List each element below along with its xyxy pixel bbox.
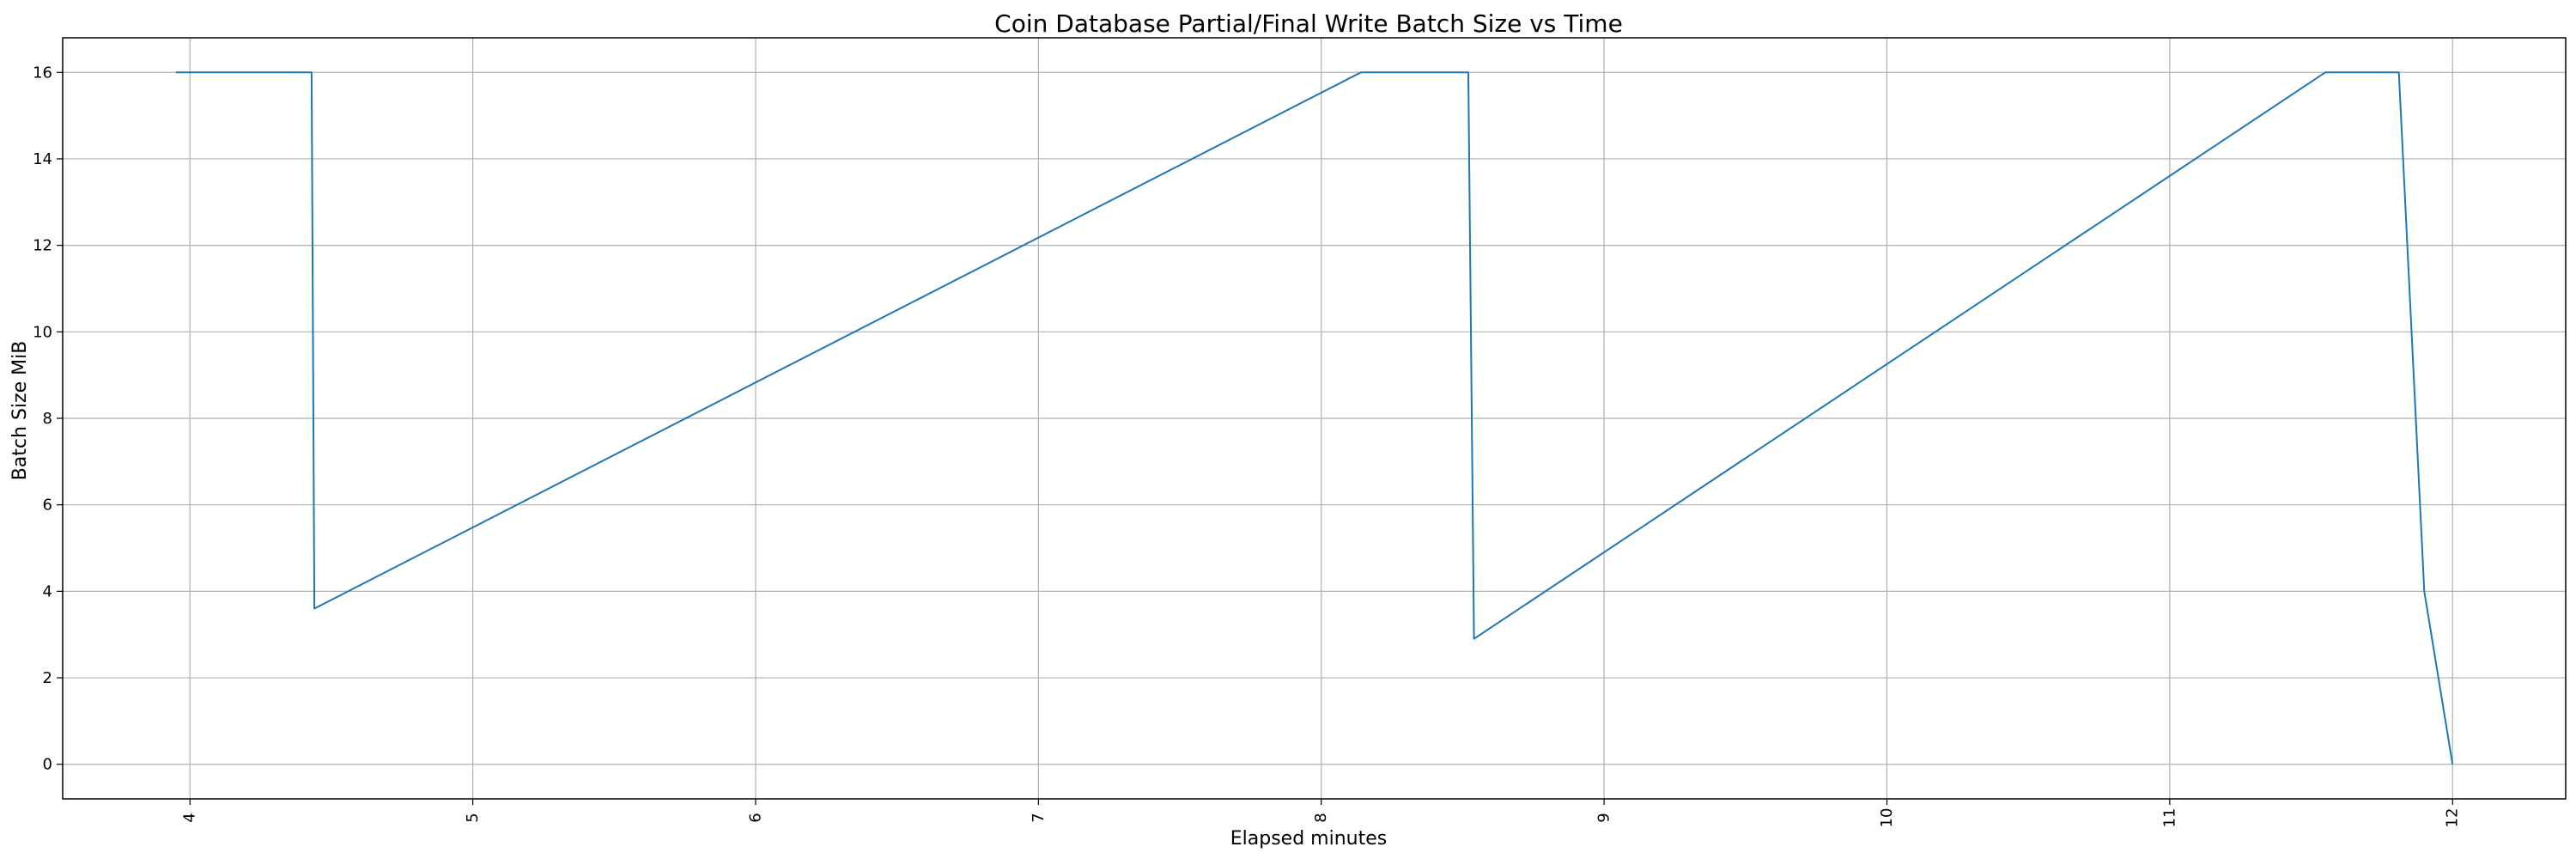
y-tick-label: 4 (43, 582, 52, 600)
x-axis-label: Elapsed minutes (1230, 828, 1387, 850)
x-tick-label: 12 (2444, 808, 2462, 828)
y-axis-label: Batch Size MiB (9, 341, 31, 481)
x-tick-label: 7 (1030, 813, 1048, 822)
x-tick-label: 9 (1595, 813, 1613, 822)
y-tick-label: 10 (33, 323, 52, 341)
series-line (175, 71, 2454, 765)
x-tick-label: 10 (1878, 808, 1896, 828)
y-tick-label: 0 (43, 756, 52, 774)
y-tick-label: 8 (43, 410, 52, 428)
y-tick-label: 6 (43, 497, 52, 515)
ticks: 4 5 6 7 8 9 10 11 12 0 2 4 6 8 10 12 14 16 (33, 64, 2462, 827)
x-tick-label: 8 (1312, 813, 1330, 822)
x-tick-label: 4 (181, 813, 199, 822)
chart-title: Coin Database Partial/Final Write Batch … (994, 9, 1623, 38)
series-layer (175, 71, 2454, 765)
y-tick-label: 12 (33, 237, 52, 255)
grid (63, 38, 2566, 799)
y-tick-label: 14 (33, 150, 52, 168)
y-tick-label: 16 (33, 64, 52, 82)
x-tick-label: 11 (2160, 808, 2178, 828)
y-tick-label: 2 (43, 669, 52, 687)
x-tick-label: 6 (746, 813, 764, 822)
x-tick-label: 5 (464, 813, 482, 822)
